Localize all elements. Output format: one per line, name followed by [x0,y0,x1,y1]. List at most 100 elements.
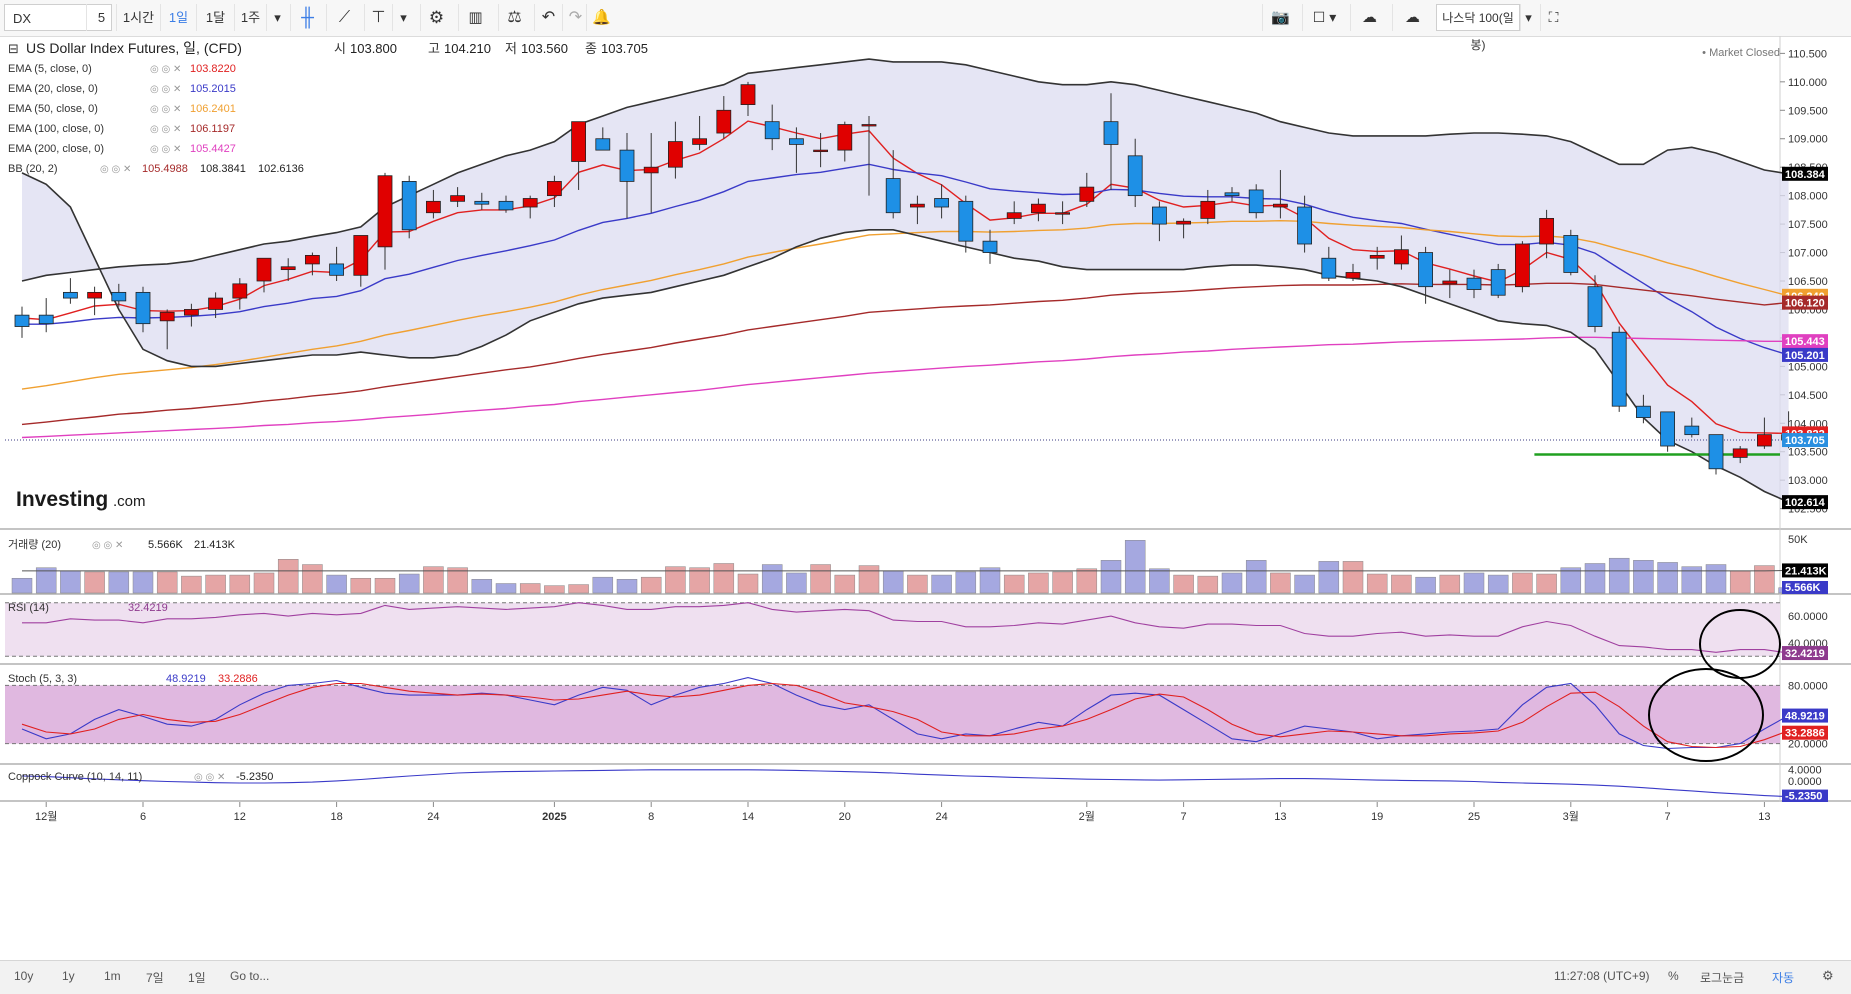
volume-bar [1100,560,1122,594]
chart-area[interactable]: 110.500110.000109.500109.000108.500108.0… [0,36,1851,958]
interval-dropdown-icon[interactable]: ▾ [266,4,288,31]
volume-bar [181,575,202,594]
symbol-input[interactable]: DX [4,4,112,31]
axis-badge-label: 33.2886 [1785,728,1825,740]
undo-icon[interactable]: ↶ [534,4,562,31]
candle-up [643,166,659,174]
fullscreen-icon[interactable]: ⛶ [1540,4,1566,31]
volume-bar [471,579,493,594]
candle-down [982,240,998,253]
candle-down [1297,206,1312,245]
series-line-ema-200-close-0- [21,336,1789,439]
settings-gear-icon[interactable]: ⚙ [420,4,452,31]
interval-1d[interactable]: 1일 [160,4,196,31]
price-badge-label: 108.384 [1785,169,1826,181]
x-tick-label: 7 [1181,811,1187,823]
drawing-dropdown-icon[interactable]: ▾ [392,4,414,31]
y-tick-label: 107.500 [1788,219,1828,231]
cloud-save-icon[interactable]: ☁ [1350,4,1388,31]
percent-toggle[interactable]: % [1668,969,1679,983]
range-1m[interactable]: 1m [104,969,121,983]
volume-bar [1729,570,1751,594]
axis-badge-label: 5.566K [1785,582,1821,594]
candle-up [87,291,102,299]
candle-down [1660,411,1675,447]
interval-1week[interactable]: 1주 [234,4,266,31]
volume-bar [1754,565,1775,594]
candle-up [837,124,853,151]
interval-1h[interactable]: 1시간 [116,4,160,31]
x-axis-bg [0,802,1851,826]
candle-up [740,84,756,105]
compare-scale-icon[interactable]: ⚖ [498,4,530,31]
candle-type-icon[interactable]: ╫ [290,4,324,31]
stoch-label: Stoch (5, 3, 3) [8,673,77,685]
range-1y[interactable]: 1y [62,969,75,983]
ohlc-label: 시 [334,41,346,56]
volume-bar [229,574,251,594]
price-badge-label: 102.614 [1785,497,1826,509]
volume-bar [398,573,420,594]
cloud-upload-icon[interactable]: ☁ [1392,4,1432,31]
indicators-icon[interactable]: ▥ [458,4,492,31]
volume-bar [882,570,904,594]
y-tick-label: 110.500 [1788,48,1827,60]
candle-up [813,149,828,153]
log-scale-toggle[interactable]: 로그눈금 [1700,971,1745,985]
volume-bar [35,567,57,594]
x-tick-label: 25 [1468,811,1480,823]
camera-icon[interactable]: 📷 [1262,4,1298,31]
candle-down [1466,277,1482,290]
range-1d[interactable]: 1일 [188,971,206,985]
alert-bell-icon[interactable]: 🔔 [586,4,616,31]
y-tick-label: 110.000 [1788,77,1827,89]
volume-bar [84,571,105,594]
indicator-value: 105.4427 [190,143,236,155]
candle-up [208,297,224,310]
volume-bar [713,563,735,594]
candle-down [1224,192,1240,197]
candle-up [425,200,441,214]
clock-time: 11:27:08 (UTC+9) [1554,969,1650,983]
y-tick-label: 105.000 [1788,361,1828,373]
bb-label: BB (20, 2) [8,163,58,175]
candle-up [1394,249,1409,265]
y-tick-label: 60.0000 [1788,611,1828,623]
exchange-dropdown-icon[interactable]: ▾ [1520,4,1536,31]
candle-down [789,138,804,145]
range-10y[interactable]: 10y [14,969,34,983]
volume-bar [1415,576,1436,594]
volume-bar [1124,540,1146,594]
price-badge [1782,334,1828,349]
auto-scale-toggle[interactable]: 자동 [1772,971,1795,985]
range-7d[interactable]: 7일 [146,971,164,985]
candle-up [547,181,562,197]
annotations [1648,609,1781,762]
axis-badge [1782,708,1828,723]
layout-square-icon[interactable]: ☐ ▾ [1302,4,1346,31]
exchange-select[interactable]: 나스닥 100(일봉) [1436,4,1520,52]
candle-down [1708,434,1724,470]
candle-up [159,311,175,322]
x-tick-label: 7 [1665,811,1671,823]
x-tick-label: 2월 [1079,810,1095,823]
interval-5[interactable]: 5 [86,4,116,31]
volume-bar [689,567,710,594]
redo-icon[interactable]: ↷ [562,4,588,31]
axis-badge-label: -5.2350 [1785,791,1822,803]
drawing-tool-icon[interactable]: ⊤ [364,4,392,31]
indicator-value: 106.2401 [190,103,236,115]
stoch-line-pct-d [21,682,1789,749]
volume-bar [1245,560,1267,594]
candle-down [1103,121,1119,145]
settings-gear-icon[interactable]: ⚙ [1822,968,1834,983]
candle-down [498,200,514,211]
volume-bar [1391,574,1412,594]
volume-bar [302,564,323,594]
x-tick-label: 24 [427,811,439,823]
interval-1month[interactable]: 1달 [196,4,234,31]
line-chart-icon[interactable]: ⟋ [326,4,362,31]
goto-date[interactable]: Go to... [230,969,270,983]
candle-down [474,200,490,205]
